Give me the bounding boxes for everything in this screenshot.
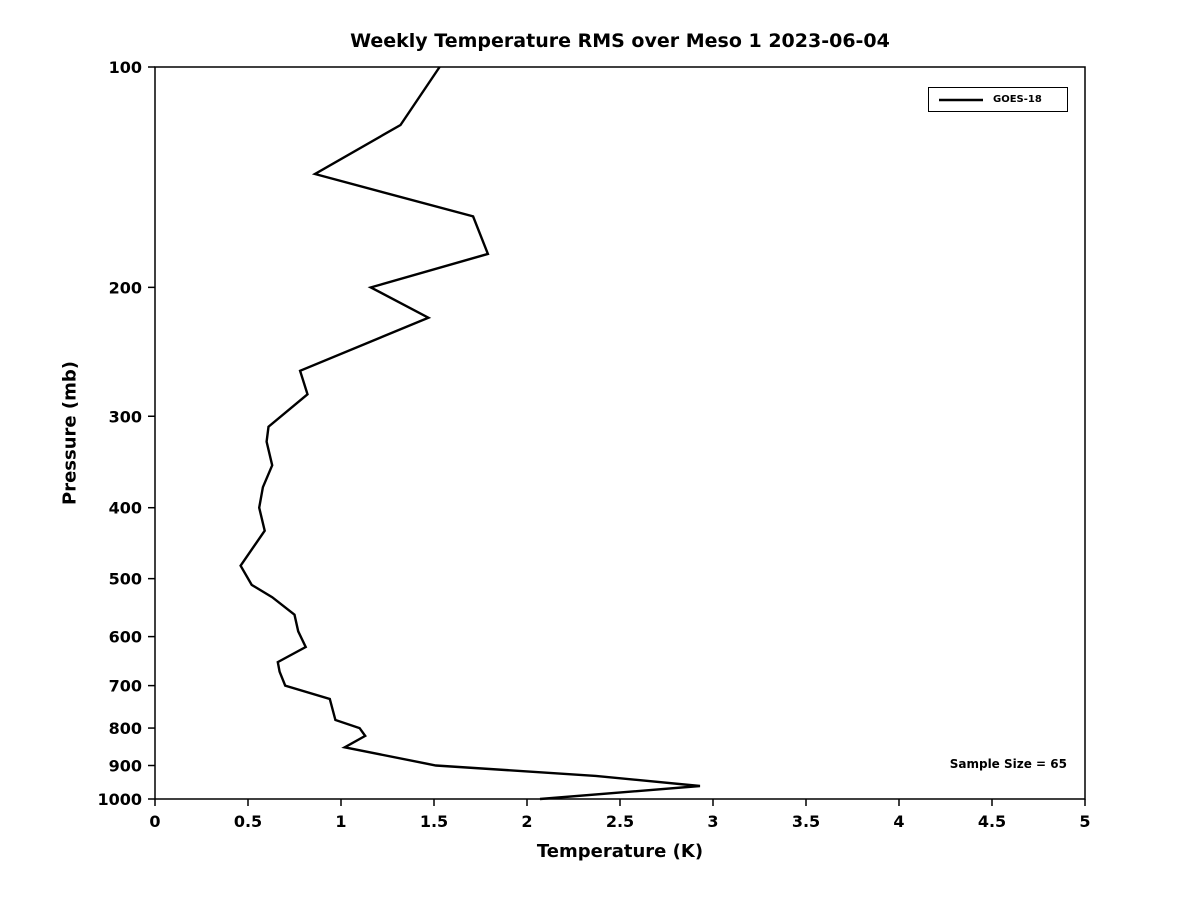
x-tick-label: 0.5 [234,812,262,831]
x-tick-label: 1.5 [420,812,448,831]
x-tick-label: 1 [335,812,346,831]
y-tick-label: 900 [109,757,142,776]
legend: GOES-18 [928,87,1068,112]
y-tick-label: 700 [109,677,142,696]
y-tick-label: 400 [109,499,142,518]
x-tick-label: 4.5 [978,812,1006,831]
plot-title: Weekly Temperature RMS over Meso 1 2023-… [350,30,890,52]
y-tick-label: 800 [109,719,142,738]
y-tick-label: 100 [109,58,142,77]
x-tick-label: 0 [149,812,160,831]
y-tick-label: 200 [109,278,142,297]
legend-label: GOES-18 [993,94,1042,105]
x-axis-label: Temperature (K) [536,841,704,862]
x-tick-label: 4 [893,812,904,831]
x-tick-label: 5 [1079,812,1090,831]
y-tick-label: 500 [109,570,142,589]
y-tick-label: 300 [109,407,142,426]
x-tick-label: 2 [521,812,532,831]
y-tick-label: 1000 [97,790,142,809]
legend-line-icon [939,98,983,101]
x-tick-label: 2.5 [606,812,634,831]
y-axis-label: Pressure (mb) [59,361,81,505]
x-tick-label: 3 [707,812,718,831]
sample-size-annotation: Sample Size = 65 [949,757,1067,771]
series-line-goes-18 [239,66,701,801]
y-tick-label: 600 [109,628,142,647]
x-tick-label: 3.5 [792,812,820,831]
